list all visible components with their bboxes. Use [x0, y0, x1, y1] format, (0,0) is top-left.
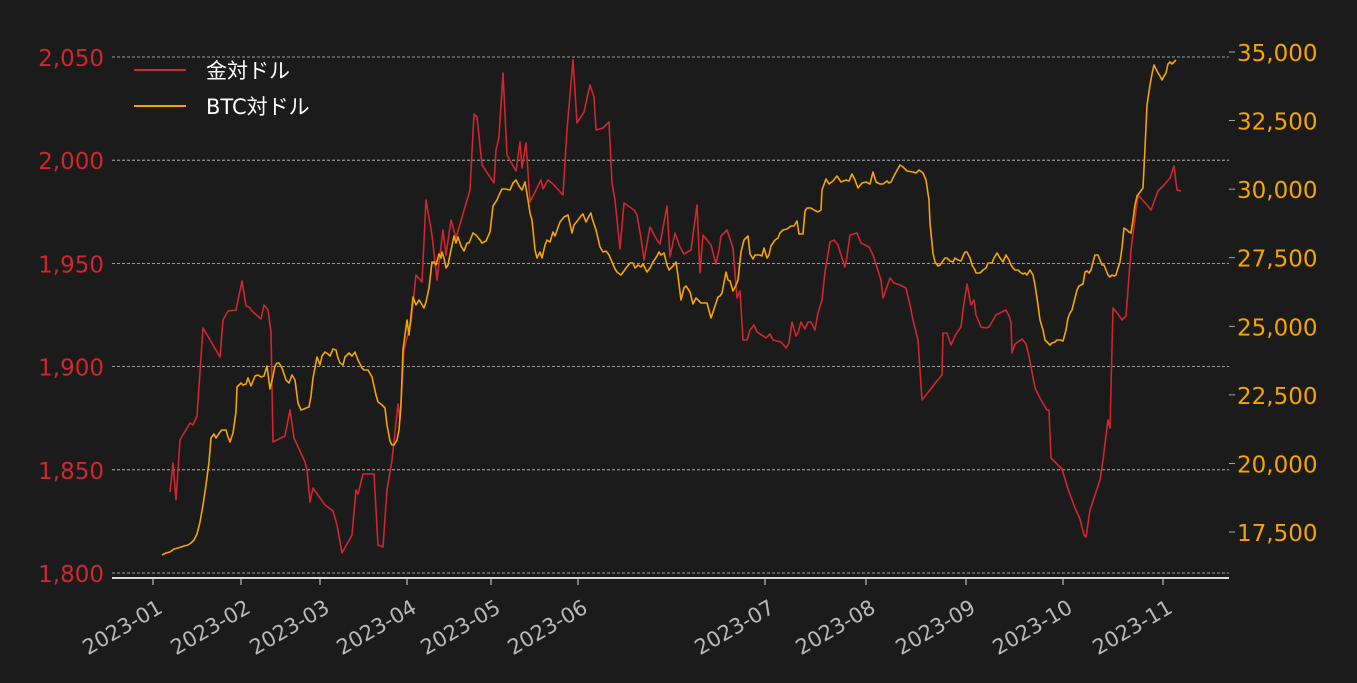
- x-tick-label: 2023-04: [333, 595, 421, 660]
- x-tick-label: 2023-05: [417, 595, 505, 660]
- left-tick-label: 1,850: [38, 459, 104, 485]
- left-tick-label: 2,050: [38, 46, 104, 72]
- legend-label-btc: BTC対ドル: [206, 95, 310, 119]
- x-tick-label: 2023-03: [246, 595, 334, 660]
- x-tick-label-group: 2023-10: [989, 595, 1077, 660]
- x-tick-label: 2023-07: [691, 595, 779, 660]
- x-tick-label-group: 2023-08: [792, 595, 880, 660]
- x-tick-label: 2023-06: [504, 595, 592, 660]
- left-tick-label: 1,800: [38, 562, 104, 588]
- right-tick-label: 20,000: [1237, 452, 1317, 478]
- right-tick-label: 30,000: [1237, 178, 1317, 204]
- left-tick-label: 1,900: [38, 356, 104, 382]
- right-tick-label: 25,000: [1237, 315, 1317, 341]
- x-tick-label-group: 2023-07: [691, 595, 779, 660]
- x-tick-label-group: 2023-02: [167, 595, 255, 660]
- left-y-axis-gold: 1,800 1,850 1,900 1,950 2,000 2,050: [38, 46, 104, 588]
- legend-swatch-gold: [134, 69, 186, 71]
- x-tick-label-group: 2023-03: [246, 595, 334, 660]
- btc-usd-series-line: [161, 59, 1177, 556]
- legend-item-btc: BTC対ドル: [134, 88, 310, 124]
- legend-item-gold: 金対ドル: [134, 52, 310, 88]
- right-tick-label: 27,500: [1237, 247, 1317, 273]
- x-tick-label-group: 2023-01: [79, 595, 167, 660]
- legend-swatch-btc: [134, 105, 186, 107]
- right-tick-label: 35,000: [1237, 41, 1317, 67]
- legend-label-gold: 金対ドル: [206, 59, 290, 83]
- left-tick-label: 1,950: [38, 252, 104, 278]
- right-y-axis-btc: 17,500 20,000 22,500 25,000 27,500 30,000 32,5…: [1229, 41, 1317, 547]
- legend: 金対ドル BTC対ドル: [134, 52, 310, 124]
- x-tick-label: 2023-09: [892, 595, 980, 660]
- x-tick-label-group: 2023-06: [504, 595, 592, 660]
- x-tick-label-group: 2023-04: [333, 595, 421, 660]
- x-tick-label: 2023-10: [989, 595, 1077, 660]
- right-tick-label: 17,500: [1237, 521, 1317, 547]
- x-tick-label-group: 2023-05: [417, 595, 505, 660]
- gridlines: [112, 56, 1229, 574]
- x-tick-label-group: 2023-11: [1089, 595, 1177, 660]
- x-tick-label: 2023-01: [79, 595, 167, 660]
- x-tick-label: 2023-08: [792, 595, 880, 660]
- left-tick-label: 2,000: [38, 149, 104, 175]
- right-tick-label: 32,500: [1237, 110, 1317, 136]
- x-tick-label: 2023-02: [167, 595, 255, 660]
- right-tick-label: 22,500: [1237, 384, 1317, 410]
- gold-usd-series-line: [169, 59, 1182, 554]
- x-tick-label: 2023-11: [1089, 595, 1177, 660]
- x-tick-label-group: 2023-09: [892, 595, 980, 660]
